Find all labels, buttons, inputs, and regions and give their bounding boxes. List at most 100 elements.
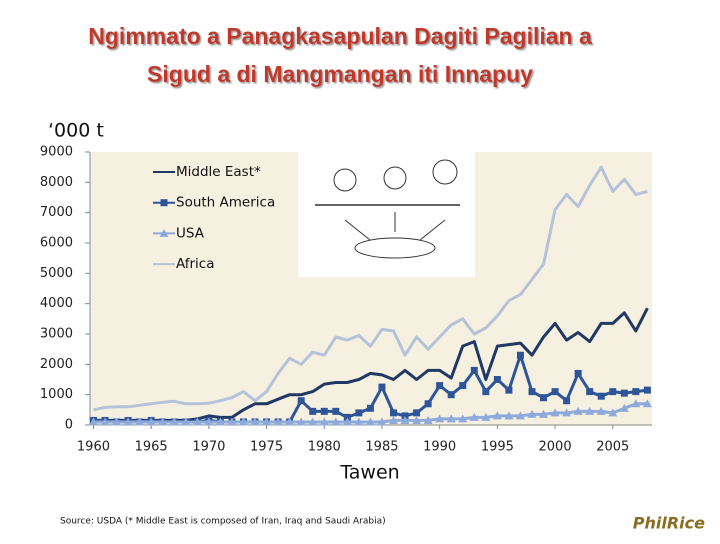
x-tick-label: 1980 <box>308 440 341 455</box>
data-point <box>563 397 571 405</box>
data-point <box>390 409 398 417</box>
logo: PhilRice <box>633 514 705 533</box>
data-point <box>412 415 422 424</box>
data-point <box>620 389 628 397</box>
data-point <box>343 413 351 421</box>
data-point <box>262 417 272 426</box>
data-point <box>551 388 559 396</box>
legend-marker <box>160 199 168 207</box>
data-point <box>643 386 651 394</box>
series-line <box>93 165 648 412</box>
illustration-frame <box>298 152 475 277</box>
arrows <box>344 212 446 241</box>
data-point <box>100 417 110 426</box>
data-point <box>204 417 214 426</box>
data-point <box>435 414 445 423</box>
data-point <box>238 417 248 426</box>
x-tick-label: 2000 <box>539 440 572 455</box>
y-tick-label: 4000 <box>40 296 73 311</box>
data-point <box>389 415 399 424</box>
y-tick-label: 5000 <box>40 266 73 281</box>
data-point <box>436 382 444 390</box>
data-point <box>540 394 548 402</box>
data-point <box>609 388 617 396</box>
data-point <box>631 399 641 408</box>
data-point <box>470 366 478 374</box>
data-point <box>515 411 525 420</box>
data-point <box>504 411 514 420</box>
data-point <box>378 383 386 391</box>
data-point <box>123 417 133 426</box>
data-point <box>574 369 582 377</box>
data-point <box>331 417 341 426</box>
y-axis-unit: ‘000 t <box>48 120 104 142</box>
data-point <box>192 417 202 426</box>
data-point <box>320 407 328 415</box>
data-point <box>169 417 179 426</box>
data-point <box>135 417 145 426</box>
y-tick-label: 3000 <box>40 327 73 342</box>
data-point <box>493 376 501 383</box>
data-point <box>332 407 340 415</box>
legend-marker <box>159 228 169 237</box>
source-note: Source: USDA (* Middle East is composed … <box>60 517 386 527</box>
data-point <box>586 388 594 396</box>
data-point <box>354 417 364 426</box>
data-point <box>377 417 387 426</box>
y-tick-label: 2000 <box>40 357 73 372</box>
data-point <box>619 403 629 412</box>
data-point <box>146 417 156 426</box>
data-point <box>273 417 283 426</box>
data-point <box>342 417 352 426</box>
data-point <box>297 397 305 405</box>
y-tick-label: 6000 <box>40 236 73 251</box>
data-point <box>400 415 410 424</box>
data-point <box>642 399 652 408</box>
data-point <box>481 412 491 421</box>
data-point <box>424 400 432 408</box>
y-tick-label: 0 <box>65 418 73 433</box>
data-point <box>413 409 421 417</box>
data-point <box>469 412 479 421</box>
data-point <box>585 406 595 415</box>
data-point <box>401 412 409 420</box>
data-point <box>597 392 605 400</box>
x-tick-label: 1995 <box>481 440 514 455</box>
data-point <box>482 388 490 396</box>
legend-label: Middle East* <box>176 164 261 180</box>
title-line: Ngimmato a Panagkasapulan Dagiti Pagilia… <box>88 23 592 49</box>
data-point <box>527 409 537 418</box>
data-point <box>285 417 295 426</box>
data-point <box>423 415 433 424</box>
x-tick-label: 1985 <box>365 440 398 455</box>
data-point <box>319 417 329 426</box>
x-tick-label: 2005 <box>596 440 629 455</box>
legend-label: USA <box>176 225 205 241</box>
data-point <box>366 404 374 412</box>
data-point <box>158 417 168 426</box>
data-point <box>573 406 583 415</box>
data-point <box>608 408 618 417</box>
data-point <box>296 417 306 426</box>
legend-label: South America <box>176 195 275 211</box>
data-point <box>88 417 98 426</box>
data-point <box>528 388 536 396</box>
data-point <box>505 386 513 394</box>
data-point <box>458 414 468 423</box>
legend-label: Africa <box>176 256 215 272</box>
x-tick-label: 1965 <box>135 440 168 455</box>
data-point <box>308 417 318 426</box>
y-tick-label: 1000 <box>40 387 73 402</box>
data-point <box>446 414 456 423</box>
data-point <box>596 406 606 415</box>
data-point <box>181 417 191 426</box>
x-tick-label: 1970 <box>192 440 225 455</box>
rice-pile <box>354 237 436 259</box>
x-tick-label: 1990 <box>423 440 456 455</box>
data-point <box>365 417 375 426</box>
data-point <box>539 409 549 418</box>
data-point <box>516 351 524 359</box>
figure <box>333 168 357 192</box>
data-point <box>250 417 260 426</box>
